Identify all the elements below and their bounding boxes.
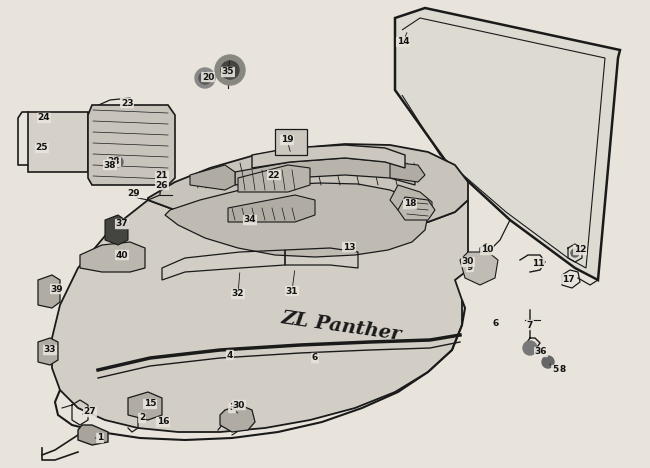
Text: 4: 4	[227, 351, 233, 359]
Circle shape	[523, 341, 537, 355]
Polygon shape	[220, 405, 255, 432]
Text: 25: 25	[36, 144, 48, 153]
Circle shape	[113, 157, 123, 167]
Text: 39: 39	[51, 285, 63, 293]
Text: 29: 29	[127, 189, 140, 197]
Text: 12: 12	[574, 246, 586, 255]
Polygon shape	[238, 165, 310, 192]
Polygon shape	[398, 197, 435, 220]
Text: 30: 30	[233, 401, 245, 410]
Text: 6: 6	[493, 319, 499, 328]
Polygon shape	[395, 8, 620, 280]
Text: 9: 9	[467, 263, 473, 271]
Text: 18: 18	[404, 199, 416, 209]
Text: 37: 37	[116, 219, 128, 228]
Text: 14: 14	[396, 37, 410, 46]
Text: 35: 35	[222, 67, 234, 76]
Text: 27: 27	[84, 408, 96, 417]
Polygon shape	[148, 144, 468, 232]
Text: 13: 13	[343, 242, 356, 251]
Text: 8: 8	[560, 366, 566, 374]
Circle shape	[199, 72, 211, 84]
Text: 40: 40	[116, 250, 128, 259]
Circle shape	[195, 68, 215, 88]
Polygon shape	[80, 242, 145, 272]
Text: 34: 34	[244, 215, 256, 225]
Circle shape	[221, 61, 239, 79]
Text: ZL Panther: ZL Panther	[280, 309, 403, 344]
Text: 28: 28	[108, 158, 120, 167]
Text: 15: 15	[144, 400, 156, 409]
Text: 17: 17	[562, 275, 575, 284]
Polygon shape	[78, 425, 108, 445]
Polygon shape	[38, 275, 60, 308]
Polygon shape	[460, 252, 498, 285]
Polygon shape	[128, 392, 162, 420]
Polygon shape	[235, 158, 415, 185]
Text: 31: 31	[286, 286, 298, 295]
Text: 38: 38	[104, 161, 116, 169]
Text: 26: 26	[156, 181, 168, 190]
Circle shape	[215, 55, 245, 85]
Text: 19: 19	[281, 136, 293, 145]
Text: 30: 30	[462, 257, 474, 266]
Text: 16: 16	[157, 417, 169, 426]
Polygon shape	[28, 112, 88, 172]
Text: 22: 22	[268, 170, 280, 180]
Polygon shape	[105, 215, 128, 245]
Circle shape	[542, 356, 554, 368]
Text: 1: 1	[97, 433, 103, 443]
Text: 33: 33	[44, 345, 57, 354]
Text: 10: 10	[481, 246, 493, 255]
Text: 7: 7	[526, 321, 533, 329]
Text: 32: 32	[232, 290, 244, 299]
Text: 23: 23	[121, 98, 133, 108]
Text: 20: 20	[202, 73, 214, 81]
Text: 36: 36	[535, 348, 547, 357]
Text: 2: 2	[139, 414, 145, 423]
FancyBboxPatch shape	[275, 129, 307, 155]
Text: 6: 6	[312, 353, 318, 363]
Circle shape	[571, 249, 579, 257]
Polygon shape	[252, 145, 405, 168]
Text: 21: 21	[156, 171, 168, 181]
Polygon shape	[190, 165, 235, 190]
Polygon shape	[52, 198, 468, 432]
Text: 24: 24	[38, 114, 50, 123]
Text: 11: 11	[532, 258, 544, 268]
Polygon shape	[390, 185, 432, 215]
Polygon shape	[228, 195, 315, 222]
Text: 5: 5	[552, 366, 558, 374]
Polygon shape	[390, 162, 425, 182]
Polygon shape	[88, 105, 175, 185]
Text: 3: 3	[229, 403, 235, 412]
Polygon shape	[165, 183, 428, 257]
Polygon shape	[38, 338, 58, 365]
